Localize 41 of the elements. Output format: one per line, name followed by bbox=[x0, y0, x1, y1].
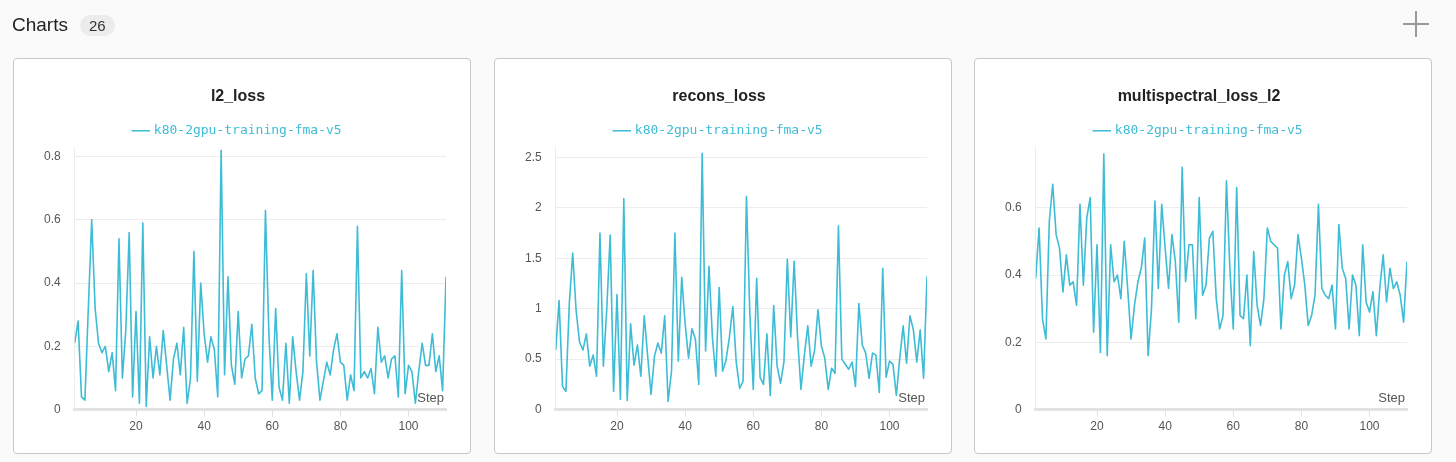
x-tick-label: 20 bbox=[1090, 419, 1104, 434]
x-axis-title: Step bbox=[417, 389, 444, 405]
x-tick-label: 20 bbox=[129, 419, 143, 434]
y-tick-label: 0.2 bbox=[43, 338, 61, 353]
legend-label: k80-2gpu-training-fma-v5 bbox=[1114, 122, 1303, 138]
y-tick-label: 2.5 bbox=[524, 149, 542, 164]
x-tick-label: 40 bbox=[678, 419, 693, 434]
x-tick-label: 100 bbox=[879, 419, 900, 434]
y-tick-label: 0.5 bbox=[524, 351, 542, 366]
x-tick-label: 60 bbox=[265, 419, 280, 434]
x-tick-label: 20 bbox=[610, 419, 624, 434]
x-tick-label: 100 bbox=[398, 419, 419, 434]
y-tick-label: 0.6 bbox=[43, 212, 61, 227]
legend-label: k80-2gpu-training-fma-v5 bbox=[634, 122, 823, 138]
x-tick-label: 100 bbox=[1359, 419, 1380, 434]
y-tick-label: 0.4 bbox=[1004, 267, 1022, 282]
x-tick-label: 80 bbox=[333, 419, 348, 434]
y-tick-label: 0 bbox=[1014, 401, 1022, 416]
y-tick-label: 1 bbox=[534, 300, 542, 315]
x-tick-label: 60 bbox=[746, 419, 761, 434]
y-tick-label: 0 bbox=[534, 401, 542, 416]
y-tick-label: 0.6 bbox=[1004, 200, 1022, 215]
x-tick-label: 40 bbox=[197, 419, 212, 434]
legend-label: k80-2gpu-training-fma-v5 bbox=[153, 122, 342, 138]
y-tick-label: 0 bbox=[53, 401, 61, 416]
y-tick-label: 0.4 bbox=[43, 275, 61, 290]
y-tick-label: 0.2 bbox=[1004, 334, 1022, 349]
chart-title: recons_loss bbox=[672, 87, 766, 105]
y-tick-label: 2 bbox=[534, 200, 542, 215]
chart-title: l2_loss bbox=[210, 87, 266, 105]
x-tick-label: 80 bbox=[1294, 419, 1309, 434]
x-axis-title: Step bbox=[898, 389, 925, 405]
y-tick-label: 1.5 bbox=[524, 250, 542, 265]
text: 26 bbox=[79, 14, 115, 36]
x-axis-title: Step bbox=[1378, 389, 1405, 405]
y-tick-label: 0.8 bbox=[43, 149, 61, 163]
text: Charts bbox=[12, 14, 68, 36]
x-tick-label: 60 bbox=[1226, 419, 1241, 434]
x-tick-label: 40 bbox=[1158, 419, 1173, 434]
x-tick-label: 80 bbox=[814, 419, 829, 434]
chart-title: multispectral_loss_l2 bbox=[1117, 87, 1281, 105]
